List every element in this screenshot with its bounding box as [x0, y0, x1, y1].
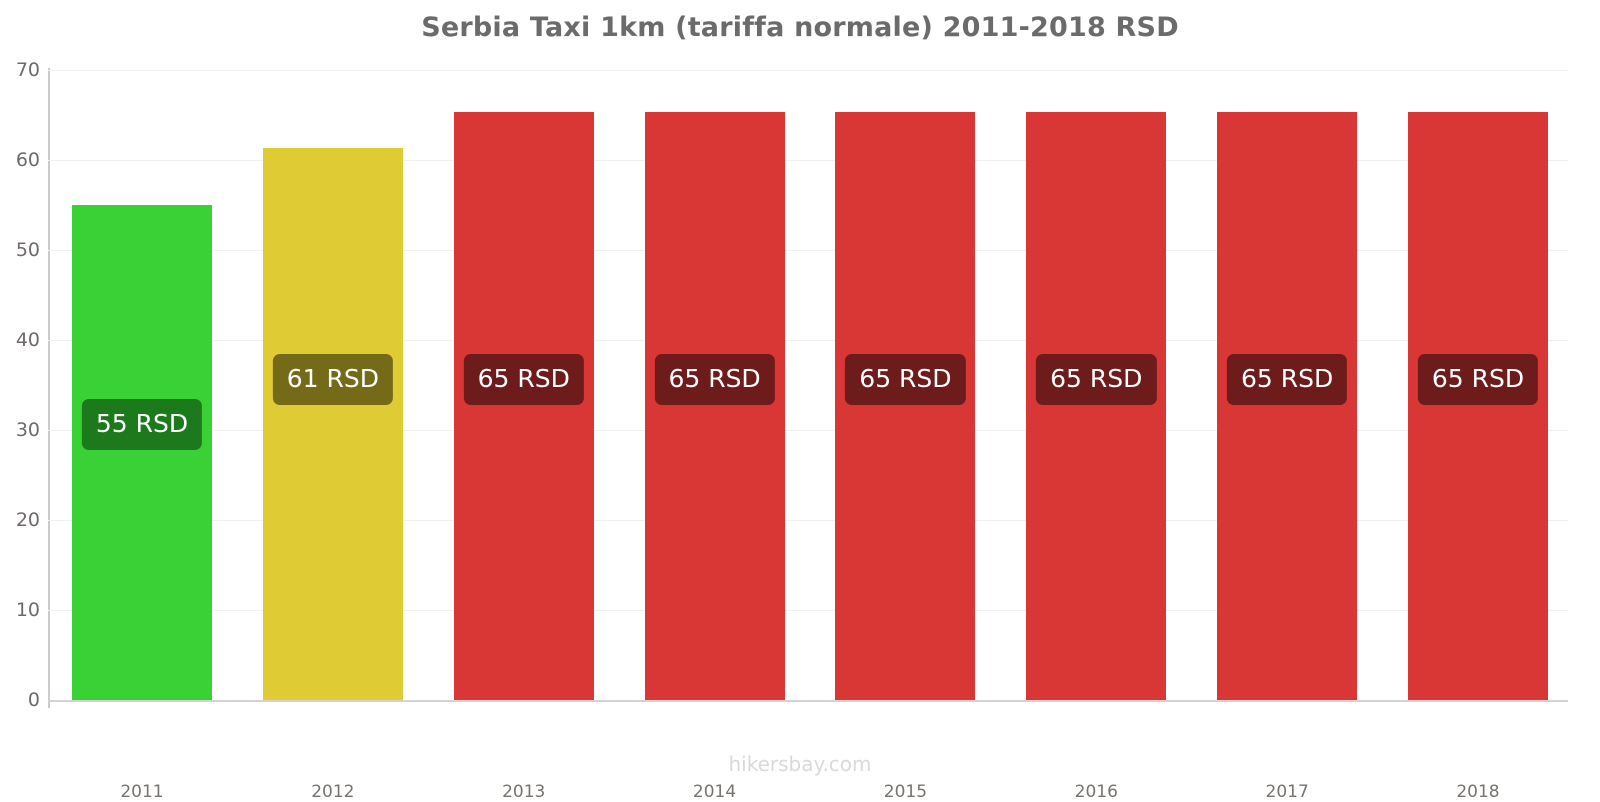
bar-2012[interactable]: 61 RSD [262, 148, 403, 700]
bar-2011[interactable]: 55 RSD [72, 205, 212, 700]
bar-2014[interactable]: 65 RSD [644, 112, 785, 700]
y-axis-tick-label: 10 [15, 599, 40, 621]
x-axis-tick-label-2018: 2018 [1456, 782, 1500, 802]
y-axis-tick-label: 70 [15, 59, 40, 81]
y-axis-tick-label: 60 [15, 149, 40, 171]
x-axis-tick-label-2015: 2015 [883, 782, 928, 802]
x-axis-tick-label-2011: 2011 [120, 782, 164, 802]
y-axis-tick-label: 40 [15, 329, 40, 351]
gridline-10 [48, 610, 1568, 611]
bar-2018[interactable]: 65 RSD [1408, 112, 1548, 700]
bar-2017[interactable]: 65 RSD [1217, 112, 1358, 700]
bar-value-label: 65 RSD [1227, 354, 1348, 405]
gridline-0 [48, 700, 1568, 702]
bar-value-label: 65 RSD [845, 354, 966, 405]
gridline-40 [48, 340, 1568, 341]
bar-2015[interactable]: 65 RSD [835, 112, 976, 700]
gridline-30 [48, 430, 1568, 431]
x-axis-tick-label-2016: 2016 [1074, 782, 1118, 802]
y-axis-line [48, 68, 50, 708]
bar-value-label: 65 RSD [654, 354, 775, 405]
bar-value-label: 55 RSD [81, 399, 203, 450]
y-axis-tick-label: 20 [15, 509, 40, 531]
bar-2016[interactable]: 65 RSD [1026, 112, 1167, 700]
plot-area: 0 10 20 30 40 50 60 70 55 RSD 2011 61 RSD 2012 65 RS… [16, 59, 1568, 802]
x-axis-tick-label-2013: 2013 [502, 782, 546, 802]
y-axis-tick-label: 50 [15, 239, 40, 261]
bar-value-label: 65 RSD [1036, 354, 1157, 405]
x-axis-tick-label-2017: 2017 [1265, 782, 1309, 802]
footer-credit: hikersbay.com [728, 752, 872, 776]
x-axis-tick-label-2014: 2014 [692, 782, 737, 802]
bar-2013[interactable]: 65 RSD [453, 112, 594, 700]
chart-title: Serbia Taxi 1km (tariffa normale) 2011-2… [421, 12, 1179, 43]
bar-value-label: 61 RSD [272, 354, 393, 405]
y-axis-tick-label: 0 [27, 689, 40, 711]
bar-value-label: 65 RSD [1417, 354, 1539, 405]
y-axis-tick-label: 30 [15, 419, 40, 441]
bar-value-label: 65 RSD [463, 354, 584, 405]
gridline-50 [48, 250, 1568, 251]
gridline-70 [48, 70, 1568, 71]
gridline-20 [48, 520, 1568, 521]
x-axis-tick-label-2012: 2012 [311, 782, 355, 802]
gridline-60 [48, 160, 1568, 161]
